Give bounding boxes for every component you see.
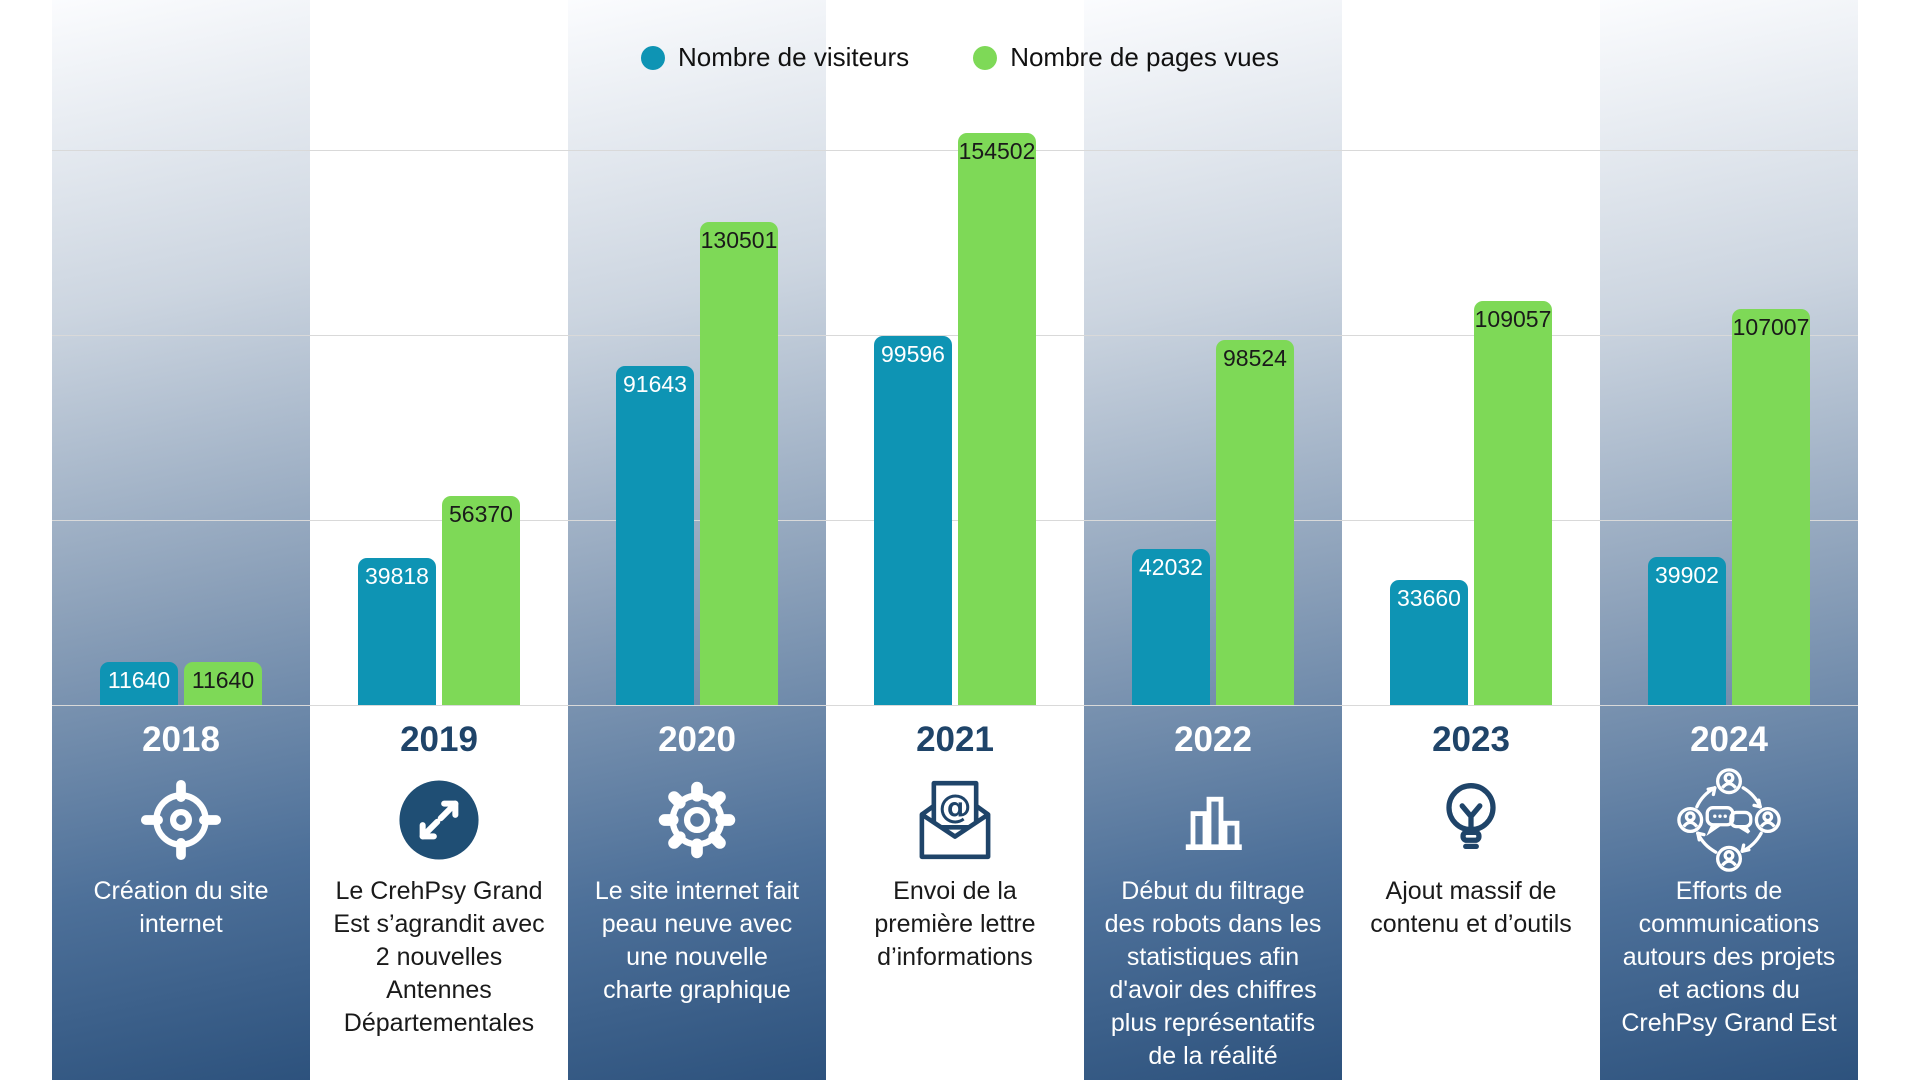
milestone-description-2024: Efforts de communications autours des pr… [1621,877,1837,1037]
pages-value-2021: 154502 [958,138,1036,164]
legend-item-visiteurs: Nombre de visiteurs [640,42,910,73]
pages-bar-2022: 98524 [1216,340,1294,705]
visitors-value-2019: 39818 [365,563,429,589]
gridline-150000 [52,150,1858,151]
legend-label-visiteurs: Nombre de visiteurs [677,42,910,72]
visitors-value-2020: 91643 [623,371,687,397]
gridline-100000 [52,335,1858,336]
milestone-description-2021: Envoi de la première lettre d’informatio… [874,877,1036,971]
pages-bar-2021: 154502 [958,133,1036,705]
bar-group-2024: 39902 107007 [1600,309,1858,705]
visitors-bar-2022: 42032 [1132,549,1210,705]
milestone-description-2018: Création du site internet [93,877,269,938]
visitors-bar-2021: 99596 [874,336,952,705]
people-network-icon [1600,768,1858,872]
pages-value-2019: 56370 [449,501,513,527]
visitors-bar-2023: 33660 [1390,580,1468,705]
lightbulb-icon [1342,770,1600,870]
year-label-2019: 2019 [400,720,478,759]
legend-dot-visiteurs [640,45,665,70]
pages-bar-2018: 11640 [184,662,262,705]
target-icon [52,770,310,870]
legend-item-pages-vues: Nombre de pages vues [973,42,1279,73]
pages-bar-2020: 130501 [700,222,778,705]
pages-value-2018: 11640 [191,667,255,693]
visitors-bar-2024: 39902 [1648,557,1726,705]
year-column-2023: 33660 109057 2023 Ajout massif de conten… [1342,0,1600,1080]
year-label-2020: 2020 [658,720,736,759]
visitors-value-2022: 42032 [1139,554,1203,580]
milestone-description-2022: Début du filtrage des robots dans les st… [1104,877,1322,1070]
milestone-description-2019: Le CrehPsy Grand Est s’agrandit avec 2 n… [333,877,545,1037]
bar-group-2023: 33660 109057 [1342,301,1600,705]
year-label-2024: 2024 [1690,720,1768,759]
visitors-value-2021: 99596 [881,341,945,367]
visitors-value-2018: 11640 [107,667,171,693]
year-label-2018: 2018 [142,720,220,759]
visitors-value-2023: 33660 [1397,585,1461,611]
year-column-2021: 99596 154502 2021 @ Envoi de la première… [826,0,1084,1080]
bar-chart-icon [1084,770,1342,870]
year-label-2022: 2022 [1174,720,1252,759]
year-column-2019: 39818 56370 2019 Le CrehPsy Grand Est s’… [310,0,568,1080]
year-column-2022: 42032 98524 2022 Début du filtrage des r… [1084,0,1342,1080]
year-column-2024: 39902 107007 2024 [1600,0,1858,1080]
gridline-50000 [52,520,1858,521]
bar-group-2019: 39818 56370 [310,496,568,705]
visitors-bar-2018: 11640 [100,662,178,705]
pages-value-2022: 98524 [1223,345,1287,371]
x-axis-baseline [52,705,1858,706]
envelope-at-icon: @ [826,770,1084,870]
milestone-description-2023: Ajout massif de contenu et d’outils [1370,877,1572,938]
bar-group-2021: 99596 154502 [826,133,1084,705]
chart-legend: Nombre de visiteurs Nombre de pages vues [640,42,1279,73]
year-column-2020: 91643 130501 2020 Le site internet fait … [568,0,826,1080]
bar-group-2018: 11640 11640 [52,662,310,705]
pages-bar-2023: 109057 [1474,301,1552,705]
gear-icon [568,770,826,870]
legend-dot-pages-vues [973,45,998,70]
bar-group-2020: 91643 130501 [568,222,826,705]
visitors-bar-2019: 39818 [358,558,436,705]
pages-value-2020: 130501 [700,227,778,253]
pages-bar-2019: 56370 [442,496,520,705]
pages-value-2024: 107007 [1732,314,1810,340]
pages-bar-2024: 107007 [1732,309,1810,705]
expand-arrows-icon [310,770,568,870]
year-label-2023: 2023 [1432,720,1510,759]
milestone-description-2020: Le site internet fait peau neuve avec un… [594,877,800,1004]
visitors-bar-2020: 91643 [616,366,694,705]
bar-group-2022: 42032 98524 [1084,340,1342,705]
year-column-2018: 11640 11640 2018 Création du site intern… [52,0,310,1080]
legend-label-pages-vues: Nombre de pages vues [1010,42,1280,72]
visitors-value-2024: 39902 [1655,562,1719,588]
year-label-2021: 2021 [916,720,994,759]
svg-text:@: @ [938,787,971,826]
pages-value-2023: 109057 [1474,306,1552,332]
